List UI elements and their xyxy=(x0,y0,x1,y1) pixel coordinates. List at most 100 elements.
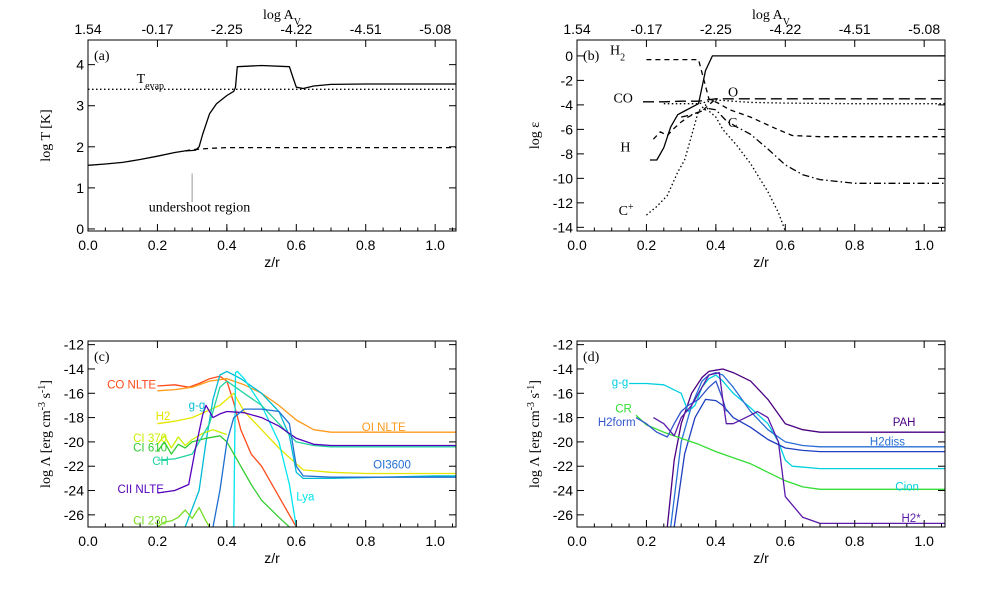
plot-frame xyxy=(87,340,457,528)
y-tick-label: -20 xyxy=(553,434,573,450)
series-label: CII NLTE xyxy=(118,484,165,496)
panel-b: 0.0 0.2 0.4 0.6 0.8 1.0 0 -2 -4 -6 -8 -10 -12 -14 z/r l… xyxy=(528,8,946,270)
x-tick-label: 0.6 xyxy=(776,533,796,549)
y-axis-title-superscript: -3 xyxy=(37,402,48,410)
y-axis-title-part: ] xyxy=(528,380,543,385)
series-group xyxy=(629,368,945,527)
series-line-lya xyxy=(233,370,297,527)
series-label: OI NLTE xyxy=(362,422,406,434)
series-line-oi3600 xyxy=(212,408,456,527)
annotation: H2 xyxy=(610,44,625,64)
series-label: g-g xyxy=(612,377,629,389)
top-tick-label: -5.08 xyxy=(908,21,940,37)
series-label: CI 370 xyxy=(133,433,167,445)
y-tick-label: -20 xyxy=(64,434,84,450)
y-tick-label: 4 xyxy=(76,57,84,73)
series-label: H2 xyxy=(156,411,171,423)
series-line-ci-610 xyxy=(156,435,290,527)
y-tick-label: 1 xyxy=(76,180,84,196)
series-line-c xyxy=(681,107,945,184)
x-tick-label: 0.2 xyxy=(148,533,168,549)
y-axis-title-superscript: -1 xyxy=(37,385,48,393)
series-line-co xyxy=(643,98,945,103)
x-tick-label: 0.8 xyxy=(356,533,376,549)
y-tick-label: 0 xyxy=(76,221,84,237)
top-tick-label: 1.54 xyxy=(563,21,590,37)
annotation: Tevap xyxy=(137,72,164,92)
y-tick-label: -24 xyxy=(553,483,573,499)
x-tick-label: 0.6 xyxy=(776,237,796,253)
y-tick-label: -10 xyxy=(553,170,573,186)
annotation: C+ xyxy=(619,202,634,220)
x-tick-label: 0.8 xyxy=(845,237,865,253)
y-tick-label: -26 xyxy=(64,507,84,523)
y-tick-label: -14 xyxy=(64,361,84,377)
x-tick-label: 0.4 xyxy=(706,237,726,253)
annotation: H xyxy=(620,140,630,155)
series-line-g-g xyxy=(184,370,456,527)
top-axis-title: log AV xyxy=(752,8,791,28)
annotation-text: C xyxy=(728,116,737,131)
series-line-0 xyxy=(88,64,456,166)
y-tick-label: -24 xyxy=(64,483,84,499)
annotation-text: CO xyxy=(613,91,632,106)
annotation-text: O xyxy=(728,85,738,100)
y-tick-label: -22 xyxy=(64,458,84,474)
panel-c: 0.0 0.2 0.4 0.6 0.8 1.0 -12 -14 -16 -18 -20 -22 -24 -… xyxy=(37,337,457,566)
annotation-text: T xyxy=(137,72,146,87)
x-tick-label: 0.2 xyxy=(637,237,657,253)
x-tick-label: 0.0 xyxy=(78,533,98,549)
panel-label: (c) xyxy=(94,350,110,365)
series-line-cr xyxy=(635,414,945,490)
x-tick-label: 0.4 xyxy=(217,237,237,253)
x-tick-label: 0.0 xyxy=(567,237,587,253)
x-tick-label: 1.0 xyxy=(914,533,934,549)
series-line-cii-nlte xyxy=(157,404,456,494)
annotation: C xyxy=(728,116,737,131)
series-label: H2diss xyxy=(870,437,905,449)
y-tick-label: -16 xyxy=(553,385,573,401)
series-label: Lya xyxy=(296,491,315,503)
y-axis-title-part: log Λ [erg cm xyxy=(39,410,54,488)
annotation-text: undershoot region xyxy=(149,201,250,216)
y-axis-title: log Λ [erg cm-3 s-1] xyxy=(526,380,544,488)
top-tick-label: -4.22 xyxy=(769,21,801,37)
top-axis-title-part: log A xyxy=(752,8,784,23)
annotation: undershoot region xyxy=(149,201,250,216)
series-line-h2form xyxy=(635,380,727,438)
y-axis-title: log Λ [erg cm-3 s-1] xyxy=(37,380,55,488)
series-label: H2form xyxy=(598,417,636,429)
y-tick-label: -12 xyxy=(553,195,573,211)
series-line-oi-nlte xyxy=(157,378,456,433)
y-tick-label: 0 xyxy=(565,48,573,64)
top-axis-title-part: log A xyxy=(263,8,295,23)
x-tick-label: 1.0 xyxy=(425,533,445,549)
y-tick-label: -18 xyxy=(64,410,84,426)
plot-frame xyxy=(87,39,457,232)
y-tick-label: 3 xyxy=(76,98,84,114)
panel-d: 0.0 0.2 0.4 0.6 0.8 1.0 -12 -14 -16 -18 -20 -22 -24 -… xyxy=(526,337,946,566)
series-line-ci-370 xyxy=(156,429,228,449)
y-axis-title: log T [K] xyxy=(39,109,54,161)
top-tick-label: -0.17 xyxy=(630,21,662,37)
series-line-1 xyxy=(185,146,456,152)
x-tick-label: 0.8 xyxy=(845,533,865,549)
top-tick-label: -5.08 xyxy=(419,21,451,37)
series-label: OI3600 xyxy=(373,460,411,472)
x-tick-label: 1.0 xyxy=(914,237,934,253)
annotation-subscript: evap xyxy=(145,81,164,92)
top-axis-title-subscript: V xyxy=(294,17,302,28)
series-label: H2* xyxy=(902,513,922,525)
top-axis-title: log AV xyxy=(263,8,302,28)
top-tick-label: -4.51 xyxy=(350,21,382,37)
y-axis-title-superscript: -1 xyxy=(526,385,537,393)
x-axis-title: z/r xyxy=(753,254,769,270)
panel-a: 0.0 0.2 0.4 0.6 0.8 1.0 0 1 2 3 4 z/r log T [K] 1.54 -… xyxy=(39,8,457,270)
top-tick-label: -2.25 xyxy=(211,21,243,37)
series-label: CI 230 xyxy=(133,516,167,528)
y-tick-label: -14 xyxy=(553,361,573,377)
y-tick-label: -6 xyxy=(561,121,574,137)
y-tick-label: -2 xyxy=(561,72,574,88)
